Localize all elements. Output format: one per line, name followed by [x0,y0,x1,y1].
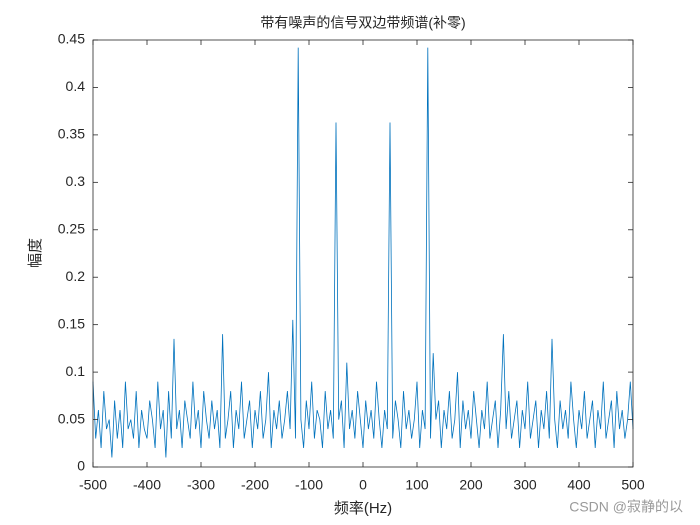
x-tick-label: -400 [133,477,161,493]
y-tick-label: 0.1 [66,363,86,379]
x-tick-label: 0 [359,477,367,493]
x-tick-label: -500 [79,477,107,493]
x-tick-label: 300 [513,477,537,493]
y-tick-label: 0.35 [58,126,85,142]
plot-frame [92,39,634,468]
x-tick-label: 200 [459,477,483,493]
y-tick-label: 0.45 [58,31,85,47]
y-tick-label: 0.25 [58,220,85,236]
y-tick-label: 0.2 [66,268,86,284]
y-tick-label: 0.3 [66,173,86,189]
y-tick-label: 0.05 [58,410,85,426]
x-tick-label: 100 [405,477,429,493]
x-tick-label: 500 [621,477,645,493]
data-line [92,47,634,458]
chart-title: 带有噪声的信号双边带频谱(补零) [260,15,465,31]
x-tick-label: -200 [241,477,269,493]
y-tick-label: 0.4 [66,78,86,94]
x-tick-label: -300 [187,477,215,493]
x-tick-label: -100 [295,477,323,493]
x-tick-label: 400 [567,477,591,493]
x-axis-label: 频率(Hz) [334,500,392,517]
y-axis-label: 幅度 [27,238,44,268]
watermark: CSDN @寂静的以 [569,499,683,515]
y-tick-label: 0 [77,458,85,474]
y-tick-label: 0.15 [58,315,85,331]
